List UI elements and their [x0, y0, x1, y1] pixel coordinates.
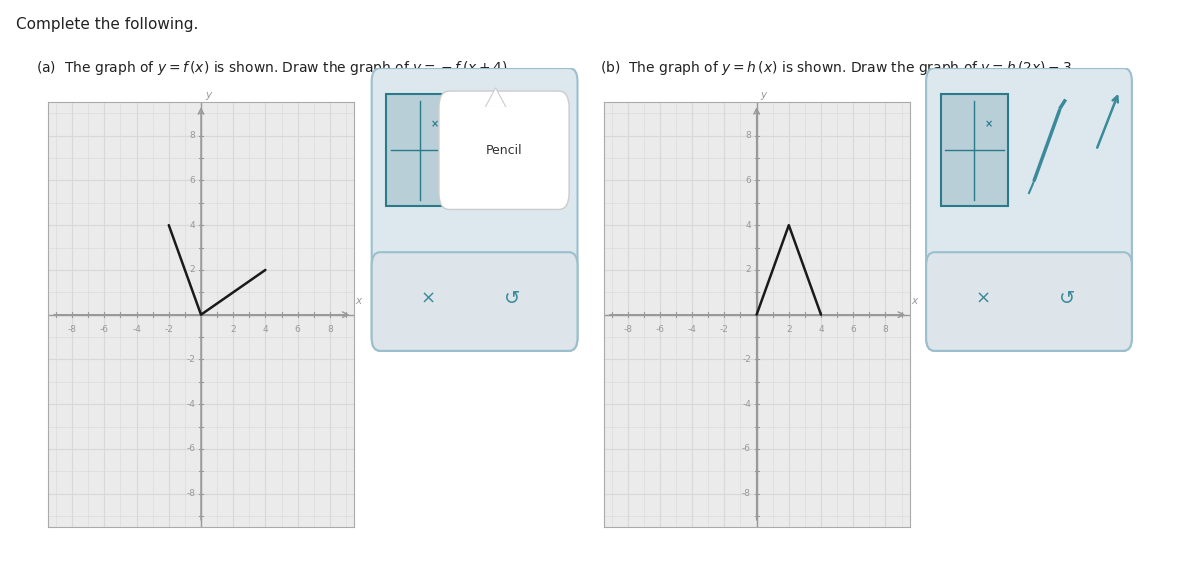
Text: -6: -6	[742, 445, 751, 454]
Text: -8: -8	[742, 489, 751, 498]
Text: 6: 6	[295, 325, 300, 334]
FancyBboxPatch shape	[926, 252, 1132, 351]
Text: ×: ×	[431, 119, 439, 129]
Text: 6: 6	[851, 325, 856, 334]
Text: 4: 4	[745, 221, 751, 230]
Text: 2: 2	[786, 325, 792, 334]
Text: -6: -6	[100, 325, 109, 334]
Text: y: y	[205, 90, 211, 100]
Text: x: x	[911, 296, 917, 306]
Text: ↺: ↺	[1058, 289, 1075, 308]
FancyBboxPatch shape	[386, 94, 454, 206]
FancyBboxPatch shape	[439, 91, 569, 209]
Text: y: y	[761, 90, 767, 100]
Text: Pencil: Pencil	[486, 144, 522, 156]
Text: 4: 4	[818, 325, 824, 334]
Text: 8: 8	[745, 131, 751, 140]
Text: -6: -6	[186, 445, 196, 454]
Text: ×: ×	[985, 119, 994, 129]
Text: 2: 2	[190, 265, 196, 274]
FancyBboxPatch shape	[926, 68, 1132, 351]
FancyBboxPatch shape	[372, 68, 577, 351]
Text: 8: 8	[190, 131, 196, 140]
Text: -4: -4	[742, 400, 751, 409]
Text: x: x	[355, 296, 361, 306]
Text: 8: 8	[882, 325, 888, 334]
Text: (b)  The graph of $y=h\,(x)$ is shown. Draw the graph of $y=h\,(2x)-3$.: (b) The graph of $y=h\,(x)$ is shown. Dr…	[600, 59, 1075, 77]
Text: ×: ×	[976, 289, 990, 307]
Text: ↺: ↺	[504, 289, 521, 308]
Text: 4: 4	[263, 325, 269, 334]
Text: 2: 2	[745, 265, 751, 274]
Text: 2: 2	[230, 325, 236, 334]
Text: -4: -4	[688, 325, 697, 334]
Text: 8: 8	[326, 325, 332, 334]
Text: -2: -2	[720, 325, 728, 334]
Text: -8: -8	[67, 325, 77, 334]
Text: 4: 4	[190, 221, 196, 230]
Text: Complete the following.: Complete the following.	[16, 17, 198, 32]
Text: -8: -8	[186, 489, 196, 498]
Text: (a)  The graph of $y=f\,(x)$ is shown. Draw the graph of $y=-f\,(x+4)$.: (a) The graph of $y=f\,(x)$ is shown. Dr…	[36, 59, 511, 77]
Text: -2: -2	[164, 325, 173, 334]
FancyBboxPatch shape	[941, 94, 1008, 206]
FancyBboxPatch shape	[372, 252, 577, 351]
Text: -6: -6	[655, 325, 665, 334]
Text: -4: -4	[132, 325, 142, 334]
Text: 6: 6	[745, 176, 751, 185]
Text: -8: -8	[623, 325, 632, 334]
Polygon shape	[485, 88, 506, 108]
Text: -4: -4	[186, 400, 196, 409]
Text: 6: 6	[190, 176, 196, 185]
Text: ×: ×	[421, 289, 436, 307]
Text: -2: -2	[742, 355, 751, 364]
Text: -2: -2	[186, 355, 196, 364]
